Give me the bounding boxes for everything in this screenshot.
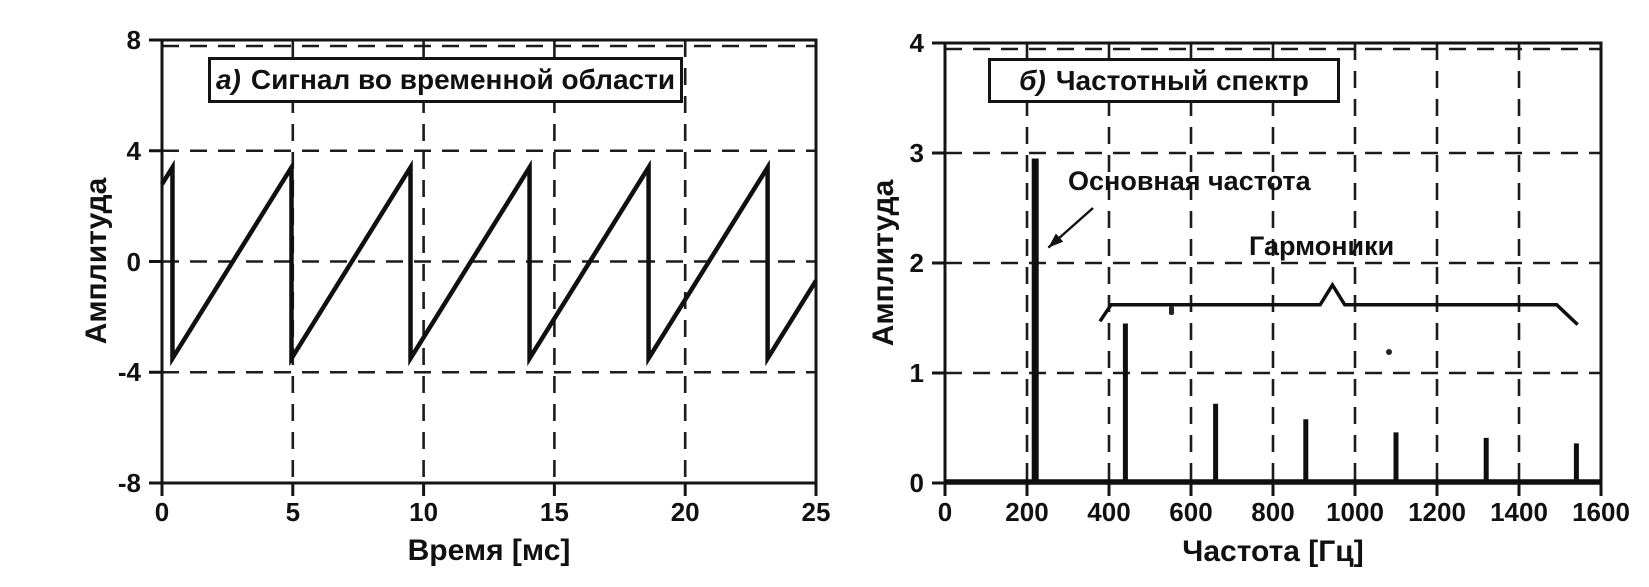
x-tick-label: 1000 — [1326, 497, 1384, 527]
x-tick-label: 800 — [1251, 497, 1295, 527]
y-tick-label: 4 — [126, 135, 141, 166]
fundamental-arrow-head — [1048, 233, 1064, 248]
y-tick-label: 1 — [909, 358, 924, 388]
x-tick-label: 10 — [409, 497, 439, 527]
x-tick-label: 1200 — [1408, 497, 1466, 527]
time-domain-panel-label: а) — [215, 64, 241, 95]
x-tick-label: 1600 — [1572, 497, 1630, 527]
y-tick-label: 0 — [909, 468, 924, 498]
x-tick-label: 0 — [154, 497, 170, 527]
harmonics-brace — [1098, 281, 1579, 326]
x-tick-label: 5 — [285, 497, 301, 527]
x-tick-label: 25 — [801, 497, 831, 527]
y-tick-label: -8 — [117, 468, 141, 498]
y-tick-label: 2 — [909, 248, 924, 278]
x-tick-label: 0 — [937, 497, 953, 527]
time-domain-title-box: а) Сигнал во временной области — [208, 57, 683, 103]
spectrum-panel-label: б) — [1019, 64, 1046, 96]
y-tick-label: -4 — [117, 357, 141, 388]
spectrum-y-axis-title: Амплитуда — [867, 179, 900, 347]
harmonics-annotation: Гармоники — [1249, 231, 1395, 261]
time-domain-title: Сигнал во временной области — [250, 64, 676, 95]
x-tick-label: 1400 — [1490, 497, 1548, 527]
x-tick-label: 600 — [1169, 497, 1213, 527]
time-domain-x-axis-title: Время [мс] — [407, 534, 571, 567]
spectrum-title-box: б) Частотный спектр — [988, 58, 1340, 103]
scan-speck — [1386, 349, 1392, 355]
y-tick-label: 4 — [909, 28, 924, 58]
x-tick-label: 20 — [670, 497, 700, 527]
y-tick-label: 0 — [126, 246, 141, 277]
sawtooth-waveform — [160, 159, 818, 367]
spectrum-title: Частотный спектр — [1055, 64, 1309, 96]
scan-speck — [1169, 306, 1174, 315]
y-tick-label: 3 — [909, 138, 924, 168]
x-tick-label: 200 — [1005, 497, 1049, 527]
x-tick-label: 15 — [539, 497, 569, 527]
x-tick-label: 400 — [1087, 497, 1131, 527]
time-domain-y-axis-title: Амплитуда — [80, 177, 113, 345]
fundamental-frequency-annotation: Основная частота — [1068, 166, 1311, 196]
spectrum-x-axis-title: Частота [Гц] — [1182, 535, 1364, 568]
y-tick-label: 8 — [126, 25, 141, 55]
